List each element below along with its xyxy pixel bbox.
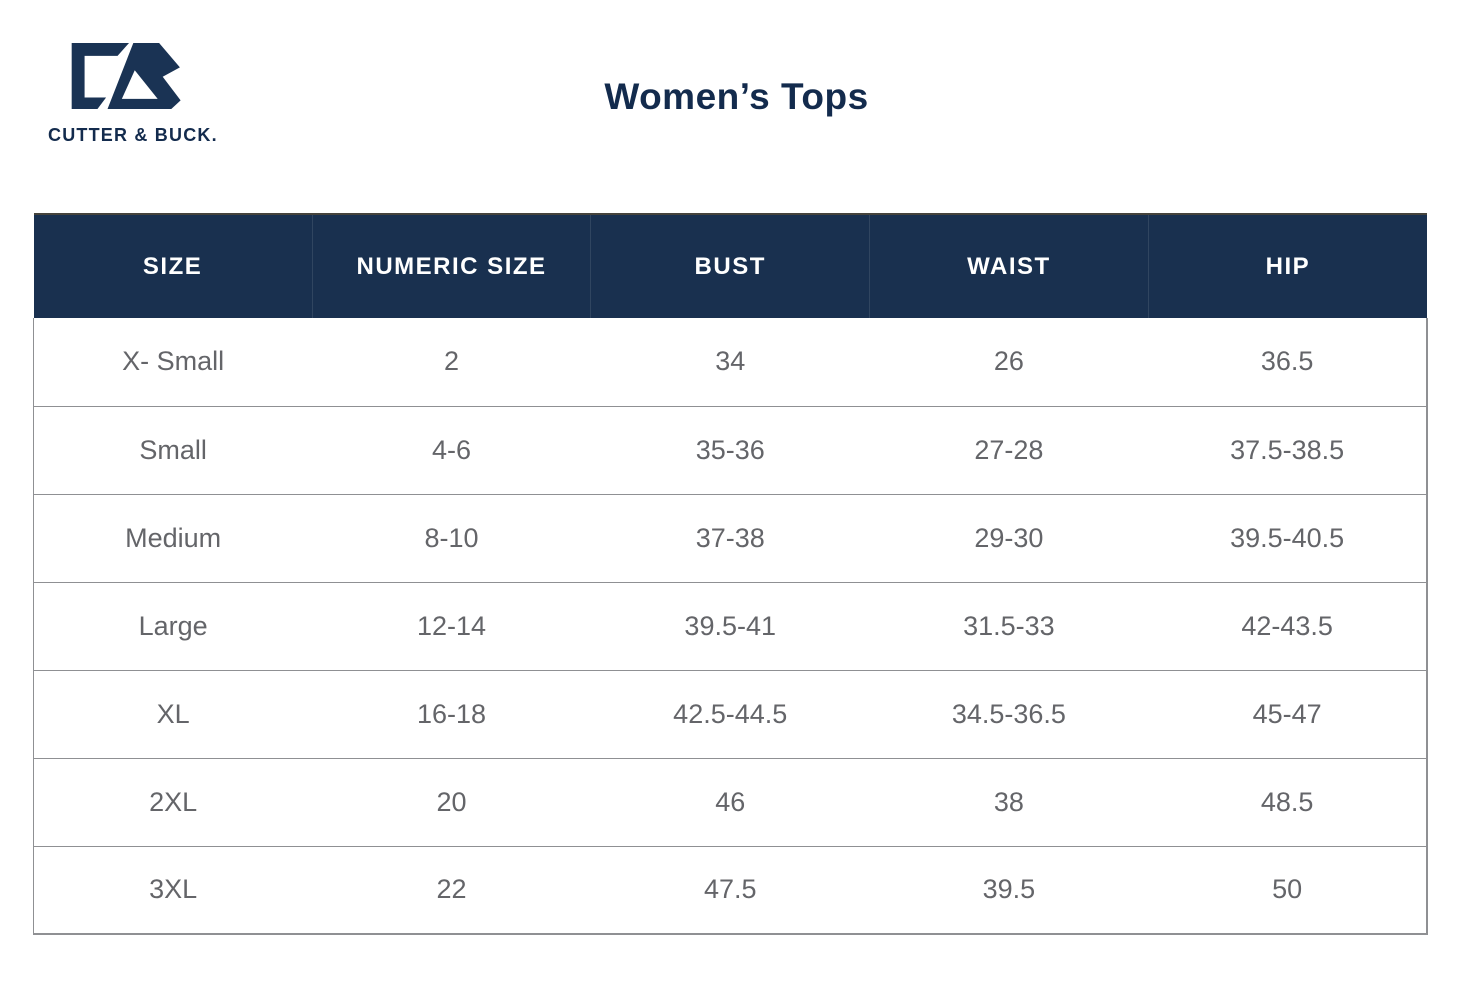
size-chart-body: X- Small 2 34 26 36.5 Small 4-6 35-36 27-28 37.5-… [33,318,1428,935]
size-chart-table: SIZE NUMERIC SIZE BUST WAIST HIP X- Small 2 34… [33,213,1428,935]
header-row: SIZE NUMERIC SIZE BUST WAIST HIP [33,213,1427,318]
size-label-cell: Large [33,582,313,671]
table-row: XL 16-18 42.5-44.5 34.5-36.5 45-47 [33,670,1428,759]
size-label-cell: XL [33,670,313,759]
size-label-cell: X- Small [33,318,313,407]
measurement-cell: 39.5 [869,846,1149,935]
measurement-cell: 4-6 [312,406,591,495]
table-row: Small 4-6 35-36 27-28 37.5-38.5 [33,406,1428,495]
table-row: 2XL 20 46 38 48.5 [33,758,1428,847]
column-header-waist: WAIST [869,213,1149,318]
measurement-cell: 16-18 [312,670,591,759]
column-header-bust: BUST [590,213,871,318]
measurement-cell: 50 [1148,846,1428,935]
size-label-cell: 3XL [33,846,313,935]
measurement-cell: 8-10 [312,494,591,583]
measurement-cell: 34.5-36.5 [869,670,1149,759]
measurement-cell: 39.5-40.5 [1148,494,1428,583]
measurement-cell: 27-28 [869,406,1149,495]
measurement-cell: 38 [869,758,1149,847]
measurement-cell: 45-47 [1148,670,1428,759]
measurement-cell: 48.5 [1148,758,1428,847]
brand-logo: CUTTER & BUCK. [48,33,218,146]
measurement-cell: 35-36 [590,406,870,495]
size-chart-header: SIZE NUMERIC SIZE BUST WAIST HIP [33,213,1427,318]
column-header-size: SIZE [33,213,313,318]
measurement-cell: 22 [312,846,591,935]
column-header-numeric-size: NUMERIC SIZE [312,213,592,318]
cb-monogram-icon [71,43,181,109]
measurement-cell: 26 [869,318,1149,407]
size-label-cell: Medium [33,494,313,583]
measurement-cell: 37.5-38.5 [1148,406,1428,495]
measurement-cell: 42-43.5 [1148,582,1428,671]
measurement-cell: 20 [312,758,591,847]
table-row: 3XL 22 47.5 39.5 50 [33,846,1428,935]
measurement-cell: 47.5 [590,846,870,935]
column-header-hip: HIP [1148,213,1427,318]
size-label-cell: Small [33,406,313,495]
measurement-cell: 12-14 [312,582,591,671]
table-row: X- Small 2 34 26 36.5 [33,318,1428,407]
size-label-cell: 2XL [33,758,313,847]
size-chart-container: SIZE NUMERIC SIZE BUST WAIST HIP X- Small 2 34… [33,213,1428,935]
measurement-cell: 29-30 [869,494,1149,583]
measurement-cell: 46 [590,758,870,847]
measurement-cell: 37-38 [590,494,870,583]
measurement-cell: 31.5-33 [869,582,1149,671]
table-row: Large 12-14 39.5-41 31.5-33 42-43.5 [33,582,1428,671]
measurement-cell: 36.5 [1148,318,1428,407]
measurement-cell: 2 [312,318,591,407]
table-row: Medium 8-10 37-38 29-30 39.5-40.5 [33,494,1428,583]
measurement-cell: 34 [590,318,870,407]
brand-wordmark: CUTTER & BUCK. [48,125,218,145]
measurement-cell: 42.5-44.5 [590,670,870,759]
page-title: Women’s Tops [604,76,869,117]
measurement-cell: 39.5-41 [590,582,870,671]
